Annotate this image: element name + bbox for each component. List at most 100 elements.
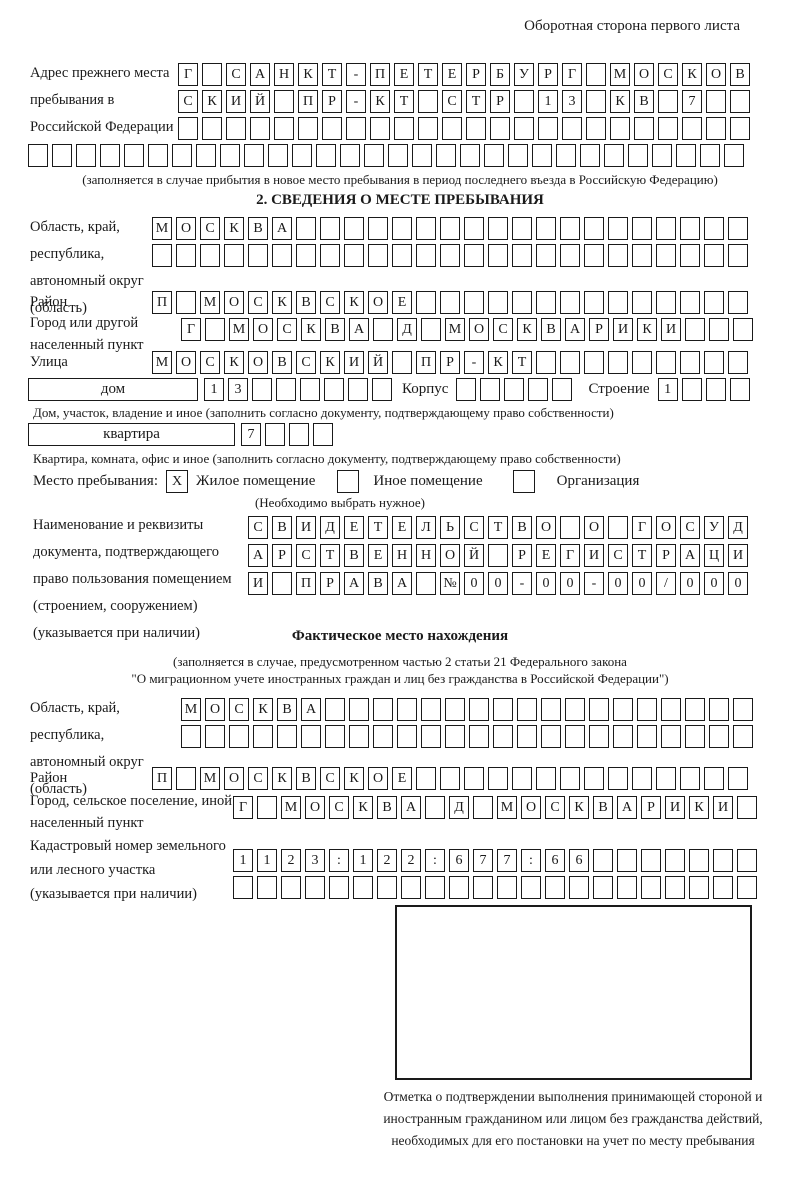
- checkbox-org[interactable]: [512, 470, 535, 493]
- char-cell[interactable]: [728, 244, 748, 267]
- char-cell[interactable]: [353, 876, 373, 899]
- char-cell[interactable]: :: [329, 849, 349, 872]
- char-cell[interactable]: [586, 90, 606, 113]
- char-cell[interactable]: [370, 117, 390, 140]
- char-cell[interactable]: Т: [320, 544, 340, 567]
- char-cell[interactable]: [488, 291, 508, 314]
- char-cell[interactable]: [689, 849, 709, 872]
- char-cell[interactable]: Е: [392, 516, 412, 539]
- char-cell[interactable]: 0: [560, 572, 580, 595]
- char-cell[interactable]: С: [229, 698, 249, 721]
- char-cell[interactable]: [76, 144, 96, 167]
- char-cell[interactable]: [665, 876, 685, 899]
- char-cell[interactable]: О: [521, 796, 541, 819]
- char-cell[interactable]: 0: [464, 572, 484, 595]
- char-cell[interactable]: К: [517, 318, 537, 341]
- char-cell[interactable]: [265, 423, 285, 446]
- char-cell[interactable]: Т: [466, 90, 486, 113]
- char-cell[interactable]: Т: [368, 516, 388, 539]
- char-cell[interactable]: Г: [181, 318, 201, 341]
- char-cell[interactable]: Д: [320, 516, 340, 539]
- char-cell[interactable]: Н: [274, 63, 294, 86]
- char-cell[interactable]: [268, 144, 288, 167]
- char-cell[interactable]: [490, 117, 510, 140]
- char-cell[interactable]: [608, 516, 628, 539]
- char-cell[interactable]: [656, 767, 676, 790]
- char-cell[interactable]: [248, 244, 268, 267]
- char-cell[interactable]: О: [536, 516, 556, 539]
- char-cell[interactable]: С: [658, 63, 678, 86]
- char-cell[interactable]: [298, 117, 318, 140]
- char-cell[interactable]: [608, 351, 628, 374]
- char-cell[interactable]: [704, 767, 724, 790]
- char-cell[interactable]: К: [637, 318, 657, 341]
- char-cell[interactable]: М: [200, 767, 220, 790]
- char-cell[interactable]: А: [344, 572, 364, 595]
- char-cell[interactable]: [517, 698, 537, 721]
- char-cell[interactable]: [181, 725, 201, 748]
- char-cell[interactable]: У: [704, 516, 724, 539]
- char-cell[interactable]: В: [730, 63, 750, 86]
- char-cell[interactable]: Т: [488, 516, 508, 539]
- char-cell[interactable]: К: [224, 351, 244, 374]
- char-cell[interactable]: [689, 876, 709, 899]
- char-cell[interactable]: [584, 351, 604, 374]
- char-cell[interactable]: [641, 876, 661, 899]
- char-cell[interactable]: 3: [305, 849, 325, 872]
- char-cell[interactable]: [397, 725, 417, 748]
- char-cell[interactable]: О: [469, 318, 489, 341]
- char-cell[interactable]: 6: [569, 849, 589, 872]
- char-cell[interactable]: [656, 351, 676, 374]
- char-cell[interactable]: [733, 698, 753, 721]
- char-cell[interactable]: Р: [641, 796, 661, 819]
- char-cell[interactable]: [637, 698, 657, 721]
- char-cell[interactable]: [416, 217, 436, 240]
- char-cell[interactable]: -: [346, 63, 366, 86]
- char-cell[interactable]: А: [565, 318, 585, 341]
- char-cell[interactable]: С: [200, 217, 220, 240]
- char-cell[interactable]: [401, 876, 421, 899]
- char-cell[interactable]: [556, 144, 576, 167]
- char-cell[interactable]: И: [728, 544, 748, 567]
- char-cell[interactable]: [637, 725, 657, 748]
- char-cell[interactable]: [176, 767, 196, 790]
- char-cell[interactable]: [658, 117, 678, 140]
- char-cell[interactable]: [440, 244, 460, 267]
- char-cell[interactable]: С: [296, 351, 316, 374]
- char-cell[interactable]: [397, 698, 417, 721]
- char-cell[interactable]: С: [329, 796, 349, 819]
- char-cell[interactable]: [416, 244, 436, 267]
- char-cell[interactable]: [300, 378, 320, 401]
- char-cell[interactable]: О: [224, 767, 244, 790]
- char-cell[interactable]: [652, 144, 672, 167]
- char-cell[interactable]: [632, 767, 652, 790]
- char-cell[interactable]: [464, 291, 484, 314]
- char-cell[interactable]: Р: [656, 544, 676, 567]
- char-cell[interactable]: [464, 767, 484, 790]
- char-cell[interactable]: [584, 767, 604, 790]
- char-cell[interactable]: К: [320, 351, 340, 374]
- char-cell[interactable]: [436, 144, 456, 167]
- char-cell[interactable]: Й: [250, 90, 270, 113]
- char-cell[interactable]: [593, 876, 613, 899]
- char-cell[interactable]: [272, 572, 292, 595]
- char-cell[interactable]: №: [440, 572, 460, 595]
- char-cell[interactable]: [514, 117, 534, 140]
- char-cell[interactable]: [176, 244, 196, 267]
- char-cell[interactable]: С: [248, 767, 268, 790]
- char-cell[interactable]: К: [301, 318, 321, 341]
- char-cell[interactable]: [709, 318, 729, 341]
- char-cell[interactable]: [617, 849, 637, 872]
- char-cell[interactable]: [305, 876, 325, 899]
- char-cell[interactable]: О: [440, 544, 460, 567]
- char-cell[interactable]: О: [224, 291, 244, 314]
- char-cell[interactable]: [377, 876, 397, 899]
- char-cell[interactable]: О: [176, 217, 196, 240]
- char-cell[interactable]: И: [248, 572, 268, 595]
- char-cell[interactable]: К: [569, 796, 589, 819]
- char-cell[interactable]: С: [200, 351, 220, 374]
- char-cell[interactable]: [560, 217, 580, 240]
- char-cell[interactable]: [617, 876, 637, 899]
- house-box[interactable]: дом: [28, 378, 198, 401]
- char-cell[interactable]: 2: [401, 849, 421, 872]
